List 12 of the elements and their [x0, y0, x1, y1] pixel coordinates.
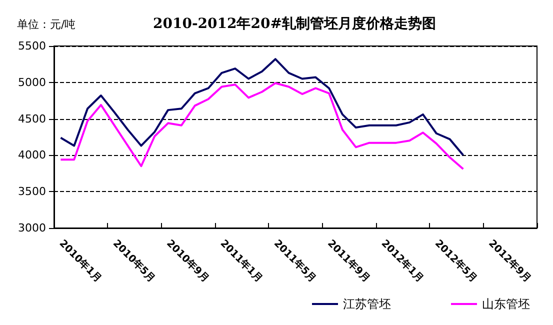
y-axis-title: 单位：元/吨 [17, 18, 76, 31]
legend-label: 江苏管坯 [343, 297, 391, 311]
line-series [60, 82, 464, 170]
y-tick-label: 4000 [18, 148, 46, 162]
y-tick-label: 3500 [18, 185, 46, 198]
chart-title: 2010-2012年20#轧制管坯月度价格走势图 [153, 15, 436, 32]
y-tick-label: 3000 [18, 222, 46, 234]
y-tick-label: 4500 [18, 112, 46, 126]
y-tick-label: 5500 [18, 40, 46, 52]
line-series [60, 58, 464, 156]
legend-label: 山东管坯 [482, 297, 530, 311]
y-tick-label: 5000 [18, 76, 46, 89]
